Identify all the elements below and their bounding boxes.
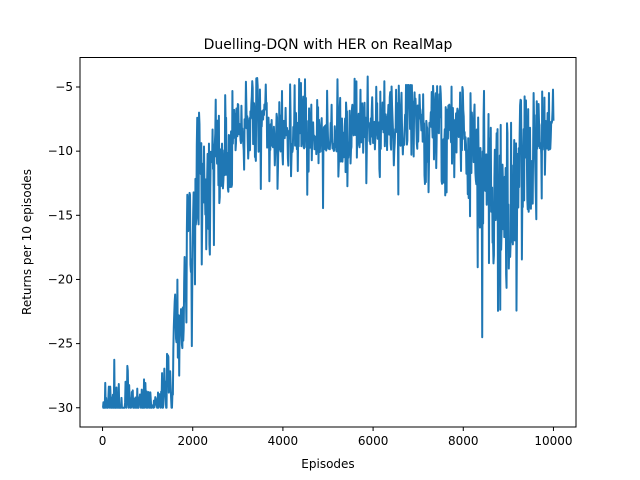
series-line	[102, 75, 555, 409]
chart-title: Duelling-DQN with HER on RealMap	[204, 37, 453, 53]
plot-area	[102, 75, 555, 409]
x-axis: 0 2000 4000 6000 8000 10000	[99, 427, 573, 448]
x-tick-label: 2000	[177, 434, 208, 448]
y-tick-label: −30	[48, 401, 73, 415]
x-tick-label: 0	[99, 434, 107, 448]
y-tick-label: −15	[48, 208, 73, 222]
x-tick-label: 10000	[534, 434, 572, 448]
y-tick-label: −25	[48, 337, 73, 351]
x-tick-label: 6000	[358, 434, 389, 448]
y-tick-label: −10	[48, 144, 73, 158]
x-tick-label: 4000	[268, 434, 299, 448]
y-axis: −30 −25 −20 −15 −10 −5	[48, 80, 80, 415]
plot-frame	[79, 57, 577, 428]
y-axis-label: Returns per 10 episodes	[20, 169, 34, 315]
y-tick-label: −5	[55, 80, 73, 94]
y-tick-label: −20	[48, 272, 73, 286]
x-tick-label: 8000	[448, 434, 479, 448]
x-axis-label: Episodes	[301, 457, 354, 471]
